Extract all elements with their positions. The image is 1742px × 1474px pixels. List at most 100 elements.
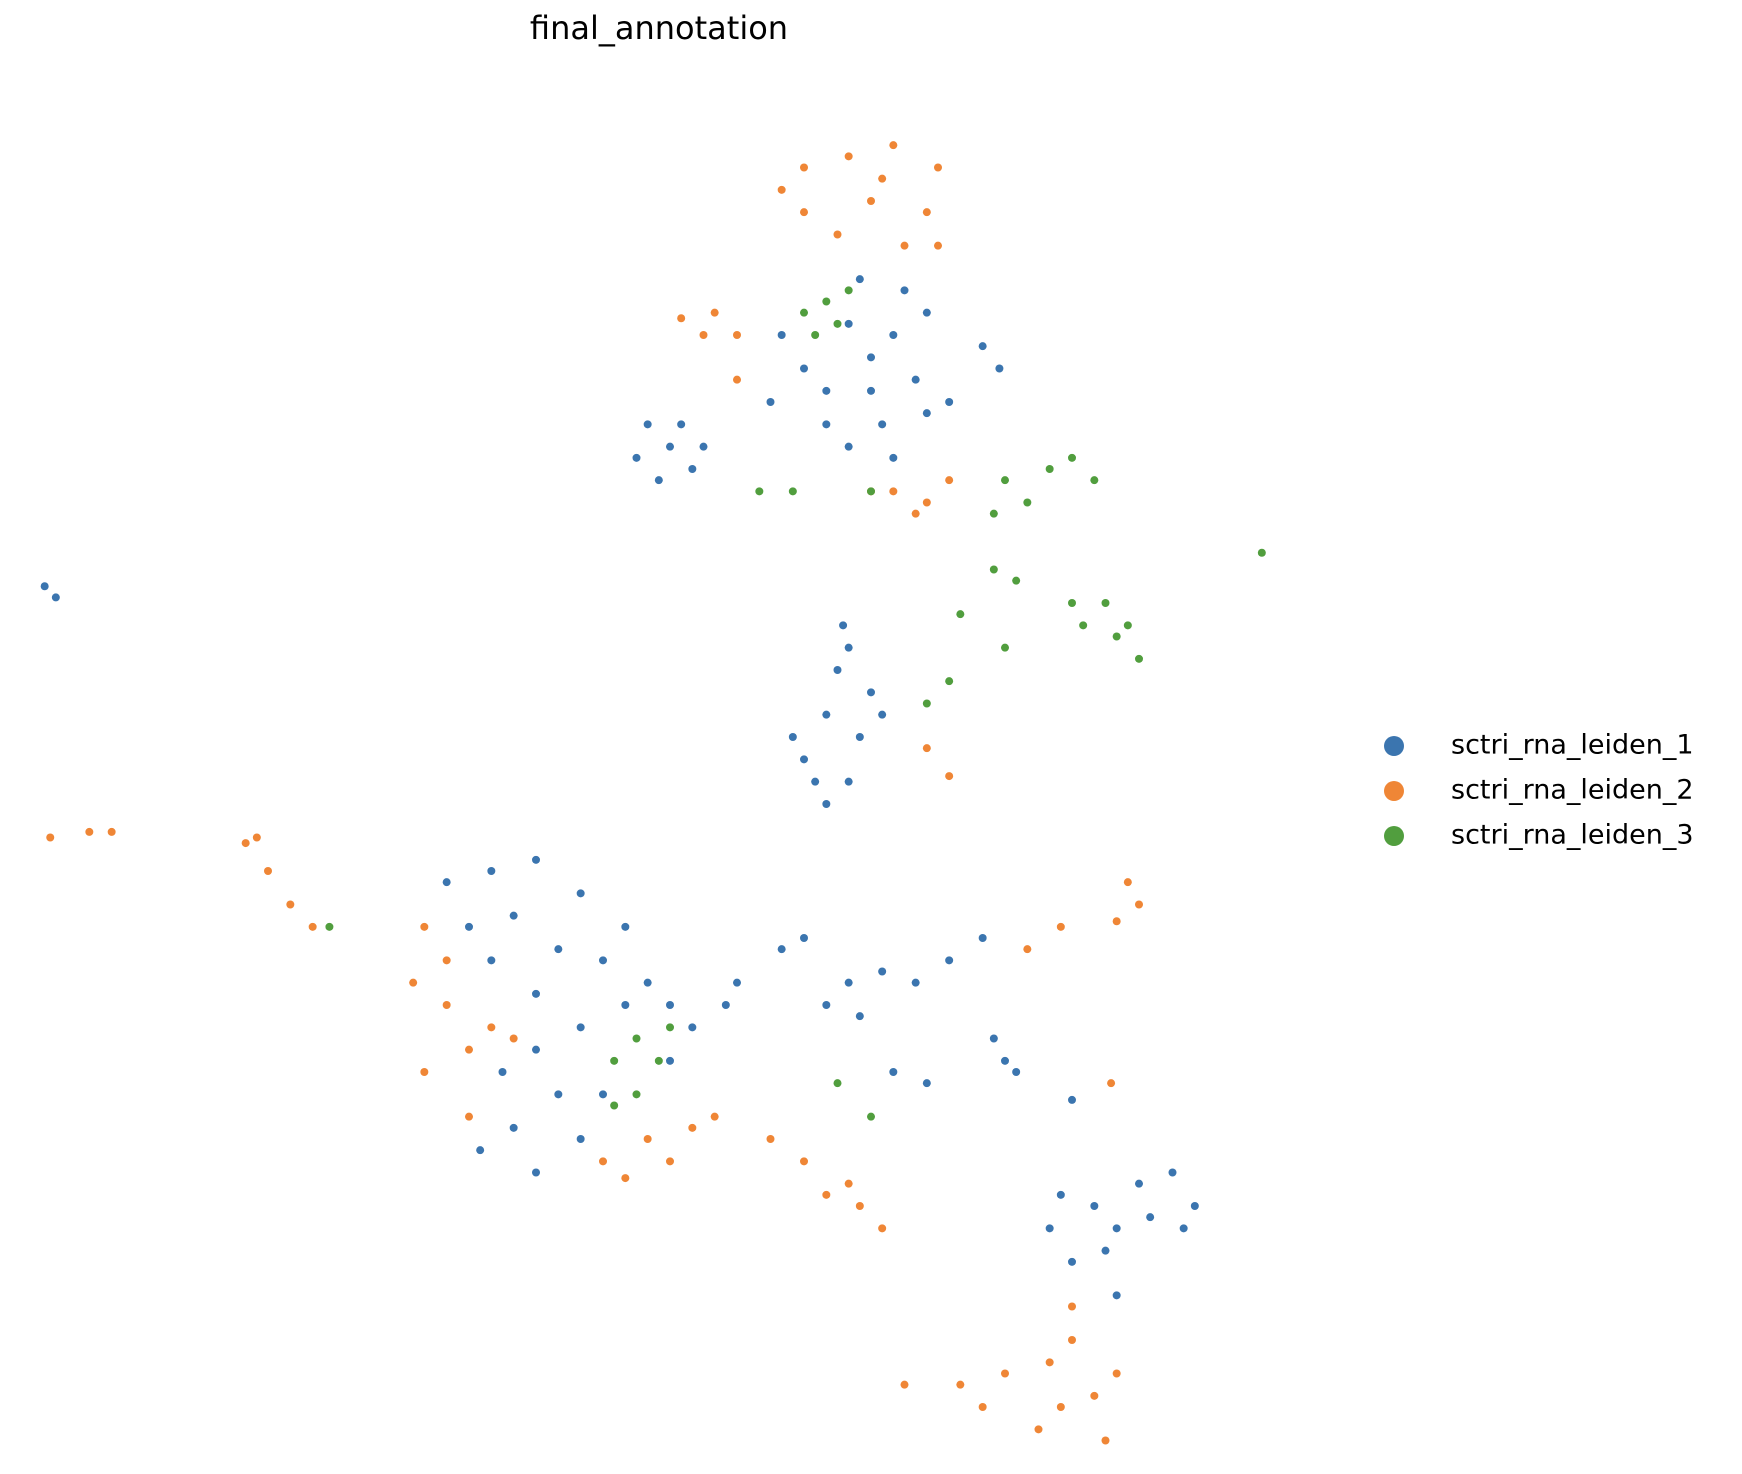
data-point (1090, 476, 1099, 485)
data-point (956, 1380, 965, 1389)
data-point (1068, 1257, 1076, 1266)
data-point (733, 978, 741, 987)
data-point (688, 1123, 697, 1132)
data-point (643, 978, 652, 987)
data-point (844, 777, 853, 786)
data-point (788, 733, 797, 741)
data-point (844, 152, 853, 161)
data-point (576, 1135, 585, 1143)
data-point (1001, 476, 1009, 485)
data-point (465, 1112, 473, 1121)
data-point (1135, 1179, 1143, 1188)
data-point (878, 420, 887, 429)
data-point (911, 375, 920, 384)
data-point (822, 1001, 831, 1009)
data-point (1023, 945, 1032, 954)
data-point (1112, 1291, 1121, 1300)
data-point (107, 827, 116, 836)
data-point (1023, 498, 1032, 507)
data-point (822, 297, 831, 306)
data-point (1012, 1068, 1021, 1076)
data-point (710, 308, 719, 317)
data-point (710, 1112, 719, 1121)
data-point (610, 1101, 619, 1110)
data-point (1101, 599, 1110, 607)
data-point (800, 208, 808, 217)
data-point (532, 1045, 540, 1054)
data-point (1112, 1224, 1121, 1233)
data-point (978, 934, 987, 942)
data-point (989, 1034, 998, 1043)
data-point (900, 1380, 909, 1389)
data-point (733, 331, 741, 339)
data-point (844, 286, 853, 295)
data-point (1146, 1213, 1155, 1222)
data-point (688, 1023, 697, 1032)
data-point (800, 364, 808, 373)
data-point (532, 989, 540, 998)
data-point (878, 1224, 887, 1233)
data-point (308, 922, 317, 931)
data-point (867, 386, 875, 395)
data-point (1001, 1056, 1009, 1065)
data-point (777, 331, 786, 339)
data-point (666, 1001, 674, 1009)
data-point (855, 275, 864, 284)
data-point (900, 241, 909, 250)
legend-label: sctri_rna_leiden_1 (1451, 730, 1694, 761)
data-point (989, 565, 998, 574)
data-point (922, 744, 931, 753)
data-point (85, 827, 94, 836)
data-point (688, 465, 697, 473)
data-point (867, 487, 875, 496)
data-point (51, 593, 60, 602)
data-point (286, 900, 295, 909)
data-point (632, 1034, 641, 1043)
data-point (844, 978, 853, 987)
data-point (945, 398, 954, 406)
data-point (995, 364, 1004, 373)
data-point (1034, 1425, 1043, 1434)
data-point (922, 498, 931, 507)
data-point (867, 688, 875, 697)
data-point (833, 1079, 842, 1088)
data-point (677, 420, 686, 429)
data-point (1045, 1358, 1054, 1367)
data-point (1068, 1095, 1076, 1104)
data-point (677, 314, 686, 323)
data-point (989, 509, 998, 518)
data-point (800, 755, 808, 764)
data-point (922, 1079, 931, 1088)
data-point (487, 956, 496, 965)
data-point (922, 208, 931, 217)
data-point (788, 487, 797, 496)
data-point (777, 185, 786, 194)
data-point (654, 1056, 663, 1065)
data-point (532, 1168, 540, 1177)
data-point (509, 911, 518, 920)
data-point (844, 643, 853, 652)
data-point (654, 476, 663, 485)
data-point (1101, 1436, 1110, 1445)
data-point (1056, 1190, 1065, 1199)
data-point (409, 978, 418, 987)
legend-label: sctri_rna_leiden_3 (1451, 820, 1694, 851)
data-point (721, 1001, 730, 1009)
data-point (922, 699, 931, 708)
data-point (699, 442, 708, 451)
data-point (800, 1157, 808, 1166)
data-point (509, 1034, 518, 1043)
data-point (1190, 1202, 1199, 1210)
data-point (800, 934, 808, 942)
data-point (1112, 1369, 1121, 1378)
data-point (945, 476, 954, 485)
data-point (945, 772, 954, 781)
data-point (1135, 654, 1143, 663)
data-point (1168, 1168, 1177, 1177)
data-point (1001, 643, 1009, 652)
data-point (1112, 632, 1121, 641)
data-point (699, 331, 708, 339)
data-point (325, 922, 334, 931)
legend-marker (1384, 781, 1404, 801)
